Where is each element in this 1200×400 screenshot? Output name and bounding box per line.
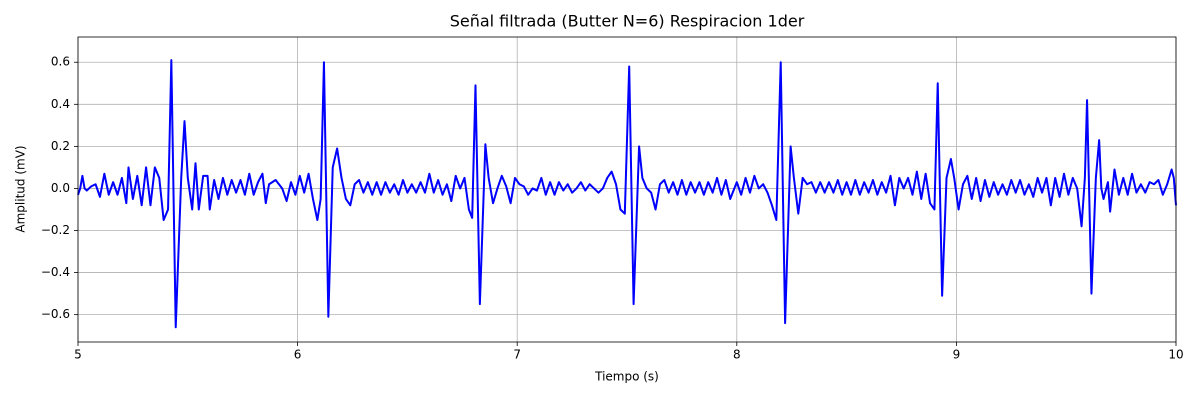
x-tick-label: 8 <box>733 348 741 362</box>
y-tick-label: 0.2 <box>51 139 70 153</box>
chart-title: Señal filtrada (Butter N=6) Respiracion … <box>450 12 805 31</box>
x-tick-label: 9 <box>953 348 961 362</box>
y-axis-label: Amplitud (mV) <box>14 145 28 232</box>
y-tick-label: −0.2 <box>41 223 70 237</box>
x-tick-label: 10 <box>1168 348 1183 362</box>
x-tick-label: 7 <box>513 348 521 362</box>
y-tick-label: −0.6 <box>41 307 70 321</box>
x-tick-label: 6 <box>294 348 302 362</box>
x-axis-label: Tiempo (s) <box>594 370 659 384</box>
x-tick-label: 5 <box>74 348 82 362</box>
y-tick-label: 0.6 <box>51 55 70 69</box>
y-tick-label: 0.4 <box>51 97 70 111</box>
y-tick-label: −0.4 <box>41 265 70 279</box>
signal-line <box>77 59 1177 329</box>
plot-frame <box>77 36 1177 343</box>
y-tick-label: 0.0 <box>51 181 70 195</box>
